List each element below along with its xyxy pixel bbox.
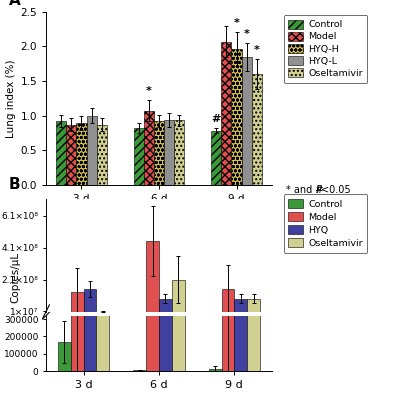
Bar	[234, 299, 247, 313]
Bar	[66, 125, 76, 185]
Bar	[159, 299, 172, 313]
Text: #: #	[212, 114, 221, 124]
Bar	[222, 0, 234, 371]
Text: *: *	[234, 18, 240, 28]
Legend: Control, Model, HYQ-H, HYQ-L, Oseltamivir: Control, Model, HYQ-H, HYQ-L, Oseltamivi…	[284, 15, 368, 83]
Bar	[172, 279, 185, 313]
Bar	[71, 0, 84, 371]
Y-axis label: Lung index (%): Lung index (%)	[6, 59, 16, 137]
Bar	[222, 289, 234, 313]
Bar	[58, 342, 71, 371]
Bar	[164, 120, 174, 185]
Bar	[84, 289, 96, 313]
Text: *: *	[146, 86, 152, 96]
Text: A: A	[9, 0, 20, 8]
Bar	[159, 0, 172, 371]
Bar	[252, 74, 262, 185]
Bar	[211, 131, 222, 185]
Bar	[174, 120, 184, 185]
Bar	[96, 312, 109, 313]
Bar	[86, 116, 96, 185]
Bar	[234, 0, 247, 371]
Bar	[96, 0, 109, 371]
Bar	[232, 49, 242, 185]
Text: * and #: * and #	[286, 185, 327, 195]
Bar	[146, 0, 159, 371]
Bar	[84, 0, 96, 371]
Bar	[242, 57, 252, 185]
Bar	[56, 121, 66, 185]
Text: P: P	[316, 185, 322, 195]
Bar	[96, 125, 107, 185]
Bar	[209, 370, 222, 371]
Text: *: *	[254, 45, 260, 55]
Text: B: B	[9, 177, 20, 193]
Bar	[133, 370, 146, 371]
Bar	[146, 241, 159, 313]
Bar	[247, 0, 260, 371]
Bar	[144, 111, 154, 185]
Text: *: *	[244, 29, 250, 39]
Bar	[222, 42, 232, 185]
Text: Copies/μL: Copies/μL	[10, 252, 20, 303]
Legend: Control, Model, HYQ, Oseltamivir: Control, Model, HYQ, Oseltamivir	[284, 194, 368, 252]
Bar	[247, 299, 260, 313]
Bar	[172, 0, 185, 371]
Bar	[134, 128, 144, 185]
Bar	[154, 121, 164, 185]
Bar	[71, 292, 84, 313]
Bar	[76, 123, 86, 185]
Text: <0.05: <0.05	[321, 185, 350, 195]
